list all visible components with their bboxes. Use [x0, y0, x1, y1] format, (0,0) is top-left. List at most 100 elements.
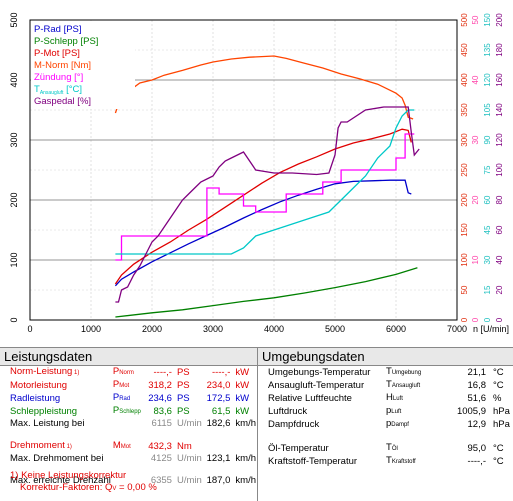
umgebung-value: 21,1 [467, 367, 487, 378]
right-axis-tick-label: 50 [471, 15, 480, 24]
leistung-unit-2: kW [235, 367, 250, 378]
series-line-4 [115, 133, 415, 261]
right-axis-tick-label: 350 [460, 103, 469, 117]
umgebung-symbol-sub: Ansaugluft [391, 383, 421, 389]
right-axis-tick-label: 300 [460, 133, 469, 147]
leistung-unit-2: km/h [235, 453, 256, 464]
leistung-value-2: 182,6 [206, 418, 231, 429]
y-tick-label: 0 [9, 317, 19, 322]
umgebung-row: Dampfdruck pDampf 12,9 hPa [258, 418, 511, 431]
leistung-label: Max. Leistung bei [10, 418, 85, 429]
right-axis-tick-label: 40 [471, 75, 480, 84]
leistung-symbol-sub: Mot [119, 383, 130, 389]
leistung-unit-1: U/min [176, 453, 202, 464]
x-tick-label: 0 [27, 324, 32, 334]
leistung-symbol-sub: Schlepp [119, 409, 141, 415]
leistung-label: Radleistung [10, 393, 61, 404]
umgebung-label: Relative Luftfeuchte [268, 393, 352, 404]
right-axis-tick-label: 30 [483, 255, 492, 264]
umgebung-row [258, 431, 511, 442]
leistung-symbol: PRad [112, 392, 131, 403]
leistung-symbol: PNorm [112, 366, 134, 377]
umgebung-symbol: TÖl [386, 442, 398, 453]
leistung-unit-2: km/h [235, 475, 256, 486]
y-tick-label: 500 [9, 12, 19, 27]
legend-entry: Gaspedal [%] [34, 96, 91, 107]
leistung-value-1: 4125 [150, 453, 172, 464]
umgebung-value: 12,9 [467, 419, 487, 430]
leistung-unit-2 [231, 440, 257, 453]
umgebung-symbol: pDampf [386, 418, 409, 429]
leistung-unit-1: PS [176, 406, 190, 417]
footnote-correction-value: = 0,00 % [116, 482, 157, 493]
leistung-value-1: 83,6 [153, 406, 172, 417]
leistungsdaten-title: Leistungsdaten [0, 348, 257, 366]
right-axis-tick-label: 200 [460, 193, 469, 207]
legend-box [31, 21, 135, 109]
x-tick-label: 6000 [386, 324, 406, 334]
leistung-unit-2: kW [235, 380, 250, 391]
right-axis-tick-label: 20 [495, 285, 504, 294]
leistung-symbol [112, 418, 145, 429]
umgebung-symbol: HLuft [386, 392, 403, 403]
leistung-row: Schleppleistung PSchlepp 83,6 PS 61,5 kW [0, 405, 257, 418]
umgebung-unit: hPa [493, 419, 510, 430]
leistung-label: Motorleistung [10, 380, 68, 391]
right-axis-tick-label: 150 [460, 223, 469, 237]
right-axis-tick-label: 140 [495, 103, 504, 117]
umgebung-row: Umgebungs-Temperatur TUmgebung 21,1 °C [258, 366, 511, 379]
leistung-unit-1 [173, 464, 203, 475]
right-axis-tick-label: 0 [460, 317, 469, 322]
umgebung-value: 95,0 [467, 443, 487, 454]
leistung-unit-2: kW [235, 406, 250, 417]
leistung-row: Drehmoment 1) MMot 432,3 Nm [0, 440, 257, 453]
leistung-value-2: 123,1 [206, 453, 231, 464]
umgebung-row: Kraftstoff-Temperatur TKraftstoff ----,- °C [258, 455, 511, 468]
right-axis-tick-label: 135 [483, 43, 492, 57]
leistung-symbol-sub: Rad [119, 396, 131, 402]
leistung-row: Max. erreichte Drehzahl 6355 U/min 187,0 km/… [0, 475, 257, 486]
leistung-label: Max. erreichte Drehzahl [10, 475, 111, 486]
leistung-unit-1 [173, 429, 203, 440]
leistung-value-2: 234,0 [206, 380, 231, 391]
leistung-row: Motorleistung PMot 318,2 PS 234,0 kW [0, 379, 257, 392]
right-axis-tick-label: 0 [483, 317, 492, 322]
leistung-value-1: ----,- [153, 367, 172, 378]
umgebungsdaten-panel: Umgebungsdaten Umgebungs-Temperatur TUmge… [257, 347, 513, 501]
series-line-6 [115, 106, 420, 303]
legend-entry-unit: [°C] [63, 84, 82, 95]
series-line-3 [114, 55, 414, 120]
umgebung-symbol-sub: Luft [392, 396, 403, 402]
series-line-0 [114, 179, 412, 287]
leistung-symbol [112, 429, 145, 440]
leistung-unit-1: Nm [176, 441, 192, 452]
umgebung-value: 51,6 [467, 393, 487, 404]
right-axis-tick-label: 105 [483, 103, 492, 117]
right-axis-tick-label: 100 [460, 253, 469, 267]
leistung-value-1: 6355 [150, 475, 172, 486]
leistung-label: Schleppleistung [10, 406, 78, 417]
footnote-correction-factor: Korrektur-Faktoren: QV = 0,00 % [20, 482, 157, 493]
legend-entry: Zündung [°] [34, 72, 83, 83]
footnote-correction-label: Korrektur-Faktoren: Q [20, 482, 113, 493]
right-axis-tick-label: 120 [495, 133, 504, 147]
leistung-unit-1: PS [176, 380, 190, 391]
leistung-value-2: ----,- [211, 367, 231, 378]
umgebung-unit [487, 431, 511, 442]
umgebung-symbol-sub: Kraftstoff [391, 459, 416, 465]
legend-entry: P-Rad [PS] [34, 24, 82, 35]
leistung-row: Max. Leistung bei 6115 U/min 182,6 km/h [0, 418, 257, 429]
right-axis-tick-label: 15 [483, 285, 492, 294]
leistung-unit-1: PS [176, 367, 190, 378]
legend-entry-sub: Ansaugluft [40, 90, 64, 96]
leistung-unit-2 [231, 464, 257, 475]
umgebung-symbol-sub: Umgebung [391, 370, 422, 376]
leistung-symbol [112, 453, 145, 464]
right-axis-tick-label: 40 [495, 255, 504, 264]
right-axis-tick-label: 160 [495, 73, 504, 87]
umgebung-symbol-sub: Öl [391, 446, 398, 452]
umgebung-value: ----,- [467, 456, 486, 467]
y-tick-label: 200 [9, 192, 19, 207]
umgebung-row: Öl-Temperatur TÖl 95,0 °C [258, 442, 511, 455]
leistung-label: Drehmoment 1) [10, 440, 72, 451]
